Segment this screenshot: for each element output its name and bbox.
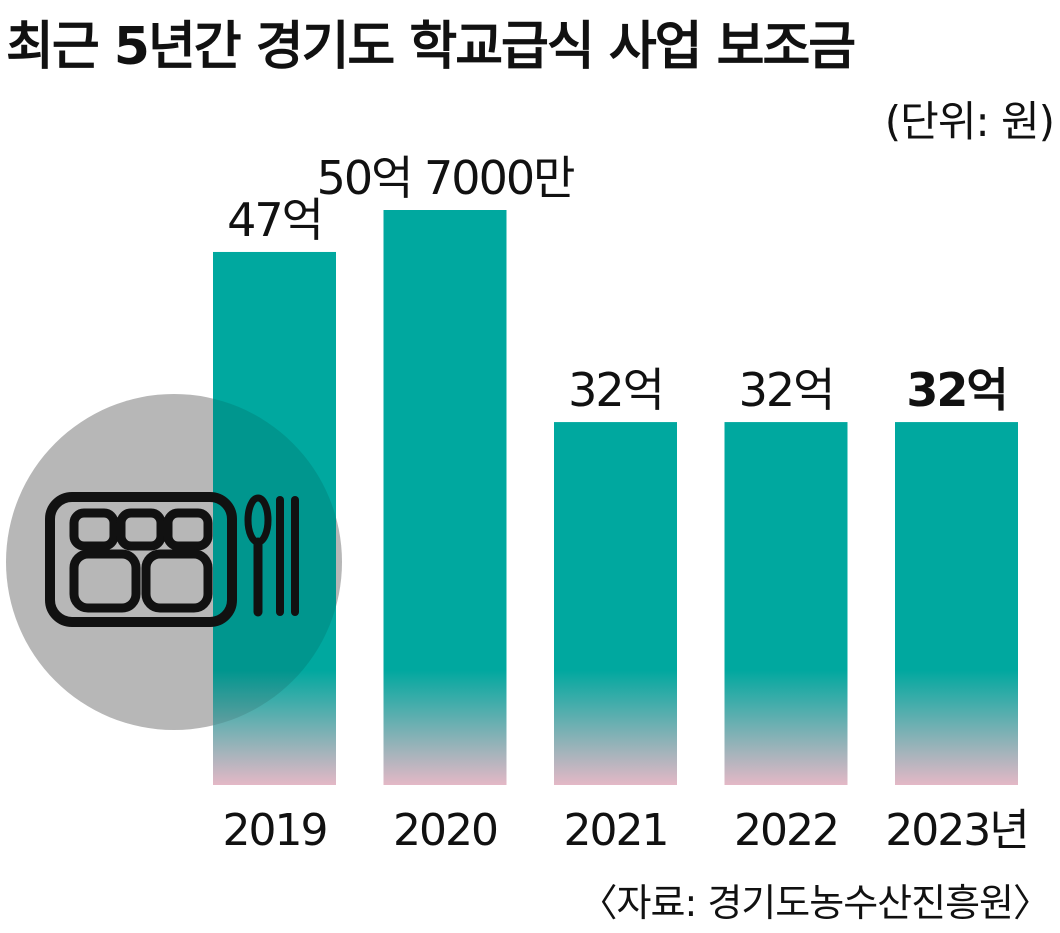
x-tick-label-2020: 2020 [393, 805, 497, 856]
source-note: 〈자료: 경기도농수산진흥원〉 [579, 881, 1051, 925]
x-axis-labels-group: 2019 2020 2021 2022 2023년 [223, 805, 1030, 856]
data-label-2023년: 32억 [906, 363, 1006, 417]
data-label-2019: 47억 [227, 193, 322, 247]
bar-fill [895, 422, 1018, 670]
bars-group [213, 210, 1018, 785]
bar-fade [895, 670, 1018, 785]
data-label-2022: 32억 [739, 363, 834, 417]
x-tick-label-2021: 2021 [564, 805, 668, 856]
unit-label: (단위: 원) [884, 97, 1055, 146]
bar-2020 [383, 210, 507, 785]
bar-2021 [554, 422, 677, 785]
chart-title: 최근 5년간 경기도 학교급식 사업 보조금 [6, 17, 856, 77]
x-tick-label-2019: 2019 [223, 805, 327, 856]
bar-fade [554, 670, 677, 785]
data-label-2021: 32억 [568, 363, 663, 417]
decoration-circle-overlay [6, 394, 342, 730]
x-tick-label-2022: 2022 [734, 805, 838, 856]
data-label-2020: 50억 7000만 [317, 151, 575, 205]
bar-fill [554, 422, 677, 670]
bar-fade [213, 670, 336, 785]
bar-fade [383, 670, 507, 785]
bar-2023년 [895, 422, 1018, 785]
bar-fade [724, 670, 848, 785]
bar-fill [383, 210, 507, 670]
meal-tray-with-spoon-icon [45, 492, 299, 627]
bar-fill [724, 422, 848, 670]
bar-2022 [724, 422, 848, 785]
x-tick-label-2023년: 2023년 [885, 805, 1027, 856]
